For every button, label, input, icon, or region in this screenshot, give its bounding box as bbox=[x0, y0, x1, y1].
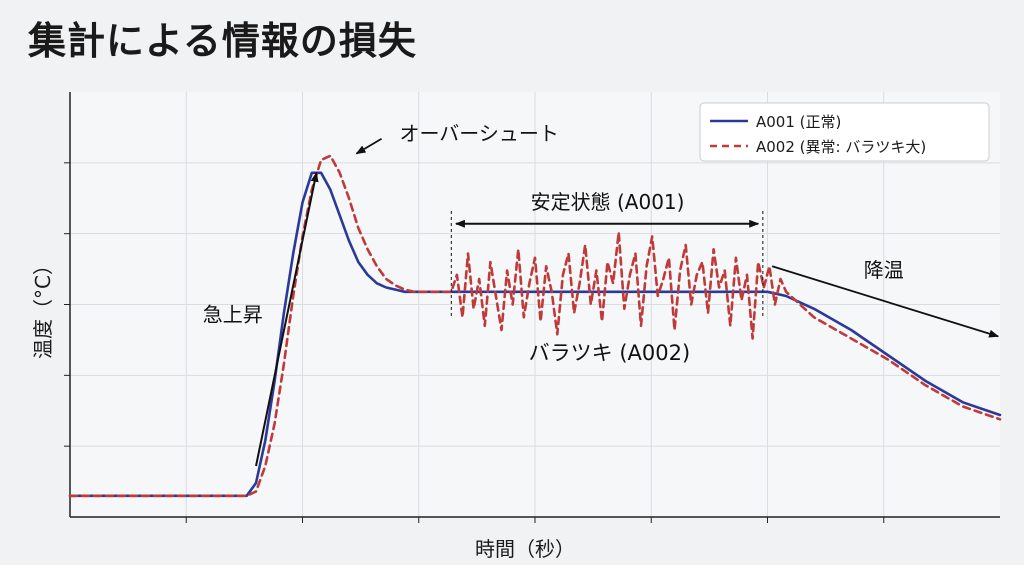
axes bbox=[64, 92, 1000, 523]
series-line-a002 bbox=[68, 154, 1002, 498]
grid-lines bbox=[70, 92, 1000, 517]
annotation-rise: 急上昇 bbox=[203, 303, 263, 327]
annotation-cooling: 降温 bbox=[864, 258, 904, 282]
annotation-stable: 安定状態 (A001) bbox=[531, 190, 685, 214]
annotation-variation: バラツキ (A002) bbox=[529, 341, 691, 365]
annotation-overshoot: オーバーシュート bbox=[399, 121, 558, 145]
y-axis-label: 温度（°C） bbox=[31, 255, 55, 359]
series-group bbox=[68, 154, 1002, 498]
legend: A001 (正常) A002 (異常: バラツキ大) bbox=[699, 102, 990, 162]
page-title: 集計による情報の損失 bbox=[28, 19, 417, 63]
legend-label-a002: A002 (異常: バラツキ大) bbox=[756, 138, 926, 156]
x-axis-label: 時間（秒） bbox=[475, 537, 575, 561]
cooling-arrow bbox=[771, 265, 1000, 338]
rise-arrow bbox=[255, 171, 319, 467]
overshoot-arrow bbox=[355, 137, 383, 155]
legend-label-a001: A001 (正常) bbox=[756, 113, 841, 131]
legend-box bbox=[699, 102, 990, 162]
